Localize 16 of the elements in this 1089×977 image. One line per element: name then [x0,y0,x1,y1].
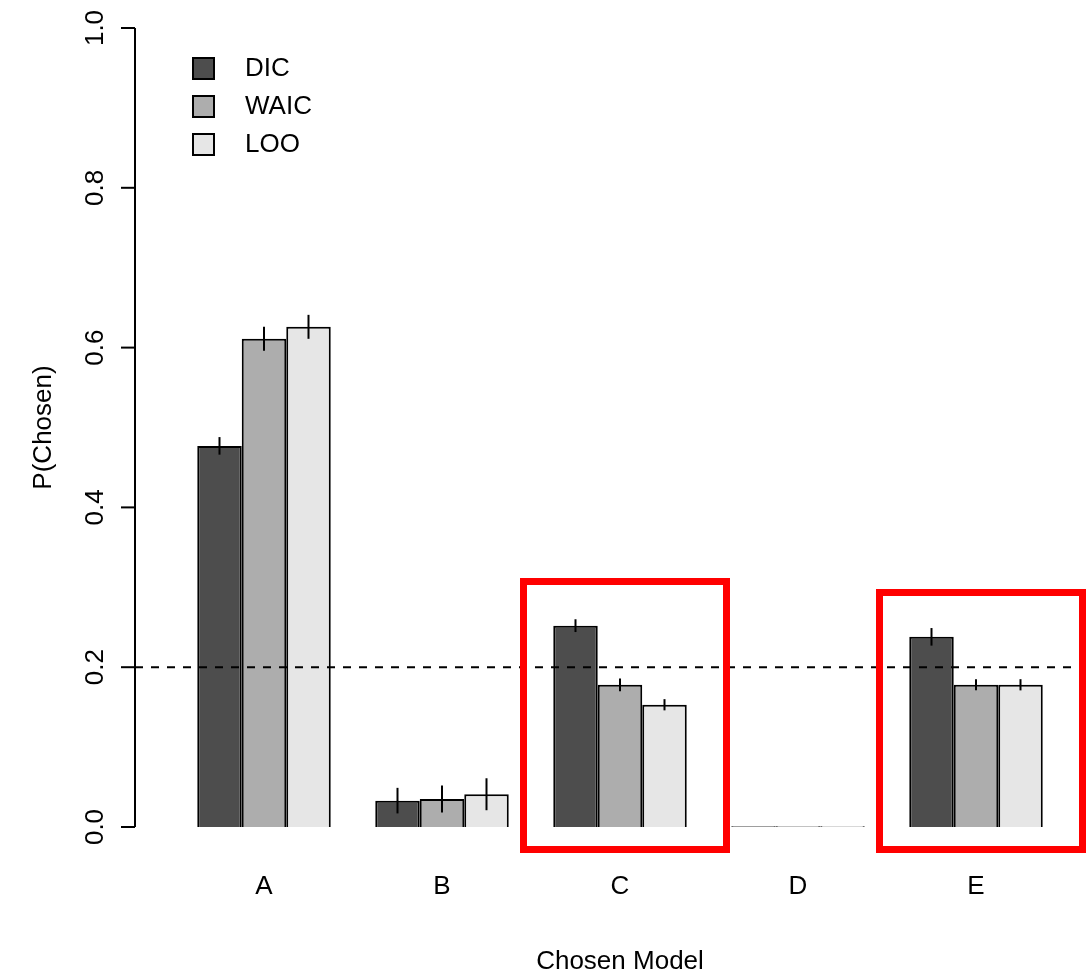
legend-label: DIC [245,52,290,83]
x-axis-title: Chosen Model [536,945,704,976]
y-tick-label: 0.4 [79,489,110,526]
legend-label: WAIC [245,90,312,121]
x-tick-label: E [967,870,985,901]
y-tick-label: 0.2 [79,649,110,686]
y-tick-label: 0.8 [79,169,110,206]
x-tick-label: D [788,870,808,901]
y-tick-label: 1.0 [79,9,110,47]
y-tick-label: 0.0 [79,808,110,846]
x-tick-label: B [433,870,451,901]
x-tick-label: C [610,870,630,901]
y-tick-label: 0.6 [79,329,110,366]
y-axis-title: P(Chosen) [27,365,58,490]
legend-label: LOO [245,128,300,159]
x-tick-label: A [255,870,274,901]
